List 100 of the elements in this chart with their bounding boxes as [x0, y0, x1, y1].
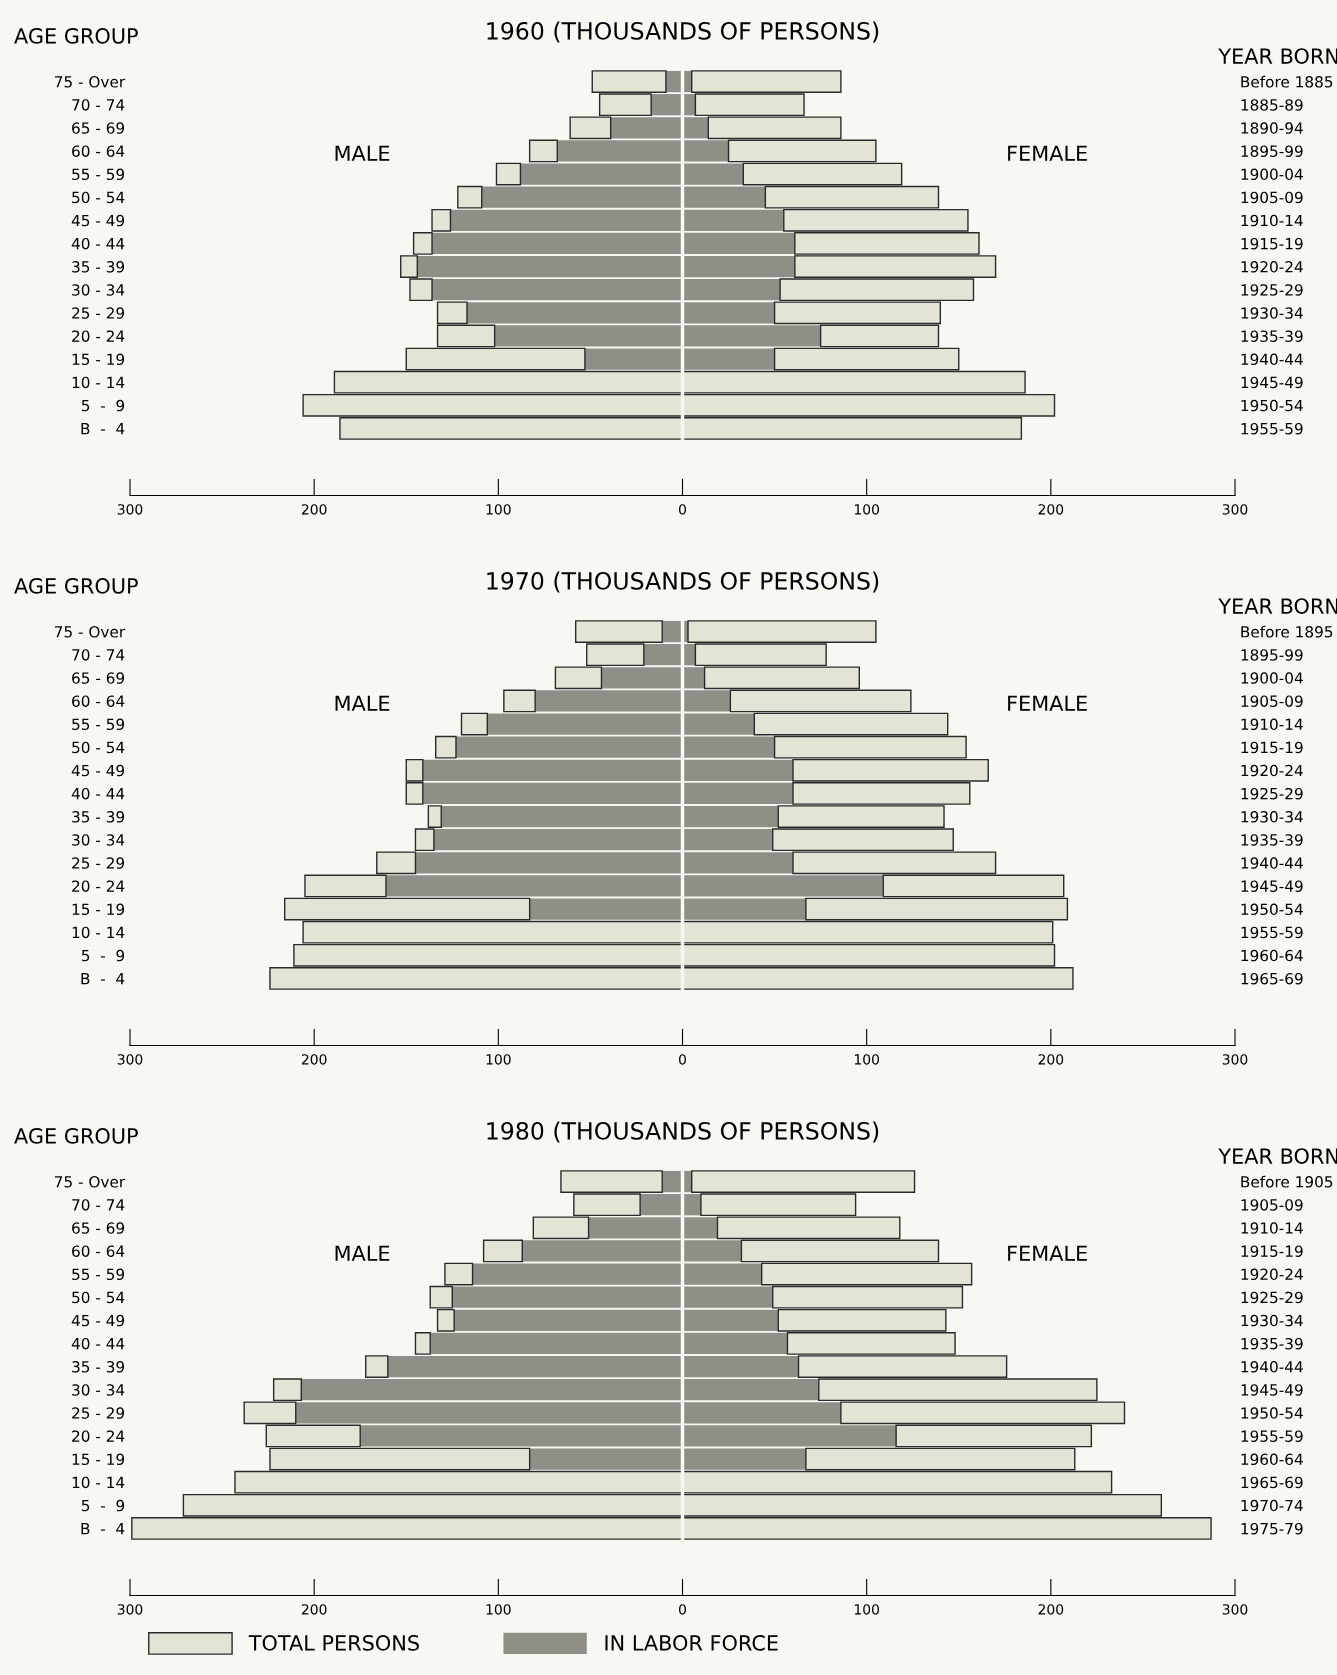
y2-tick-label: 1960-64: [1241, 949, 1303, 962]
y2-tick-label: 1910-14: [1241, 1222, 1303, 1234]
y-tick-label: 25 - 29: [72, 857, 125, 869]
annotation: FEMALE: [1008, 145, 1087, 161]
y2-axis-title: YEAR BORN: [1218, 598, 1337, 614]
y2-tick-label: 1965-69: [1241, 972, 1303, 985]
y2-tick-label: 1905-09: [1241, 1199, 1303, 1211]
y-tick-label: 70 - 74: [72, 1199, 125, 1211]
y-tick-label: 25 - 29: [72, 307, 125, 319]
y-tick-label: 20 - 24: [72, 1430, 125, 1442]
y2-tick-label: 1930-34: [1241, 1314, 1303, 1327]
y-tick-label: 10 - 14: [72, 1476, 125, 1489]
y-tick-label: 45 - 49: [71, 764, 125, 777]
y-tick-label: 45 - 49: [71, 1314, 125, 1327]
chart-title: 1970 (THOUSANDS OF PERSONS): [487, 571, 879, 593]
y-tick-label: 55 - 59: [72, 1268, 125, 1281]
y-tick-label: 45 - 49: [71, 214, 125, 227]
y2-tick-label: 1955-59: [1241, 926, 1303, 939]
y2-tick-label: 1975-79: [1241, 1522, 1303, 1535]
x-tick-label: 200: [1038, 1054, 1064, 1065]
annotation: MALE: [335, 1245, 390, 1261]
y-tick-label: 55 - 59: [72, 718, 125, 731]
y2-tick-label: 1970-74: [1241, 1499, 1303, 1512]
y-tick-label: 10 - 14: [72, 376, 125, 389]
y2-tick-label: Before 1885: [1241, 75, 1333, 88]
legend-label: IN LABOR FORCE: [605, 1635, 778, 1651]
y-tick-label: 25 - 29: [72, 1407, 125, 1419]
y-tick-label: 60 - 64: [72, 695, 125, 707]
y-axis-title: AGE GROUP: [14, 1128, 138, 1144]
y2-tick-label: 1965-69: [1241, 1476, 1303, 1489]
x-tick-label: 100: [854, 1604, 879, 1615]
x-tick-label: 0: [679, 504, 686, 515]
y2-tick-label: 1920-24: [1241, 1268, 1303, 1281]
x-tick-label: 100: [486, 504, 511, 515]
y2-tick-label: 1940-44: [1241, 353, 1303, 366]
y-tick-label: 20 - 24: [72, 880, 125, 892]
x-tick-label: 200: [301, 504, 327, 515]
y-tick-label: 20 - 24: [72, 330, 125, 342]
y2-tick-label: 1915-19: [1241, 741, 1303, 754]
x-tick-label: 300: [1222, 504, 1248, 515]
y2-tick-label: 1960-64: [1241, 1453, 1303, 1466]
y2-tick-label: 1925-29: [1241, 787, 1303, 800]
y-tick-label: 15 - 19: [72, 903, 125, 916]
y2-tick-label: 1905-09: [1241, 695, 1303, 707]
x-tick-label: 100: [486, 1604, 511, 1615]
y2-tick-label: 1890-94: [1241, 122, 1303, 134]
x-tick-label: 200: [1038, 1604, 1064, 1615]
y-tick-label: 50 - 54: [72, 741, 125, 754]
x-tick-label: 300: [117, 1604, 143, 1615]
annotation: FEMALE: [1008, 695, 1087, 711]
y-tick-label: 35 - 39: [72, 811, 125, 823]
y2-tick-label: 1935-39: [1241, 330, 1303, 342]
y2-tick-label: 1940-44: [1241, 857, 1303, 869]
y-tick-label: 65 - 69: [72, 1222, 125, 1234]
annotation: MALE: [335, 145, 390, 161]
y-tick-label: B - 4: [81, 423, 125, 435]
y-tick-label: 15 - 19: [72, 353, 125, 366]
y2-tick-label: 1935-39: [1241, 1337, 1303, 1350]
legend-label: TOTAL PERSONS: [248, 1635, 419, 1651]
y-axis-title: AGE GROUP: [14, 578, 138, 594]
y-tick-label: B - 4: [81, 1523, 125, 1535]
x-tick-label: 0: [679, 1054, 686, 1065]
y-tick-label: 75 - Over: [54, 626, 126, 638]
y2-tick-label: 1930-34: [1241, 307, 1303, 319]
annotation: FEMALE: [1008, 1245, 1087, 1261]
y2-tick-label: 1935-39: [1241, 834, 1303, 846]
y2-axis-title: YEAR BORN: [1218, 48, 1337, 64]
y-tick-label: 15 - 19: [72, 1453, 125, 1466]
y2-tick-label: 1945-49: [1241, 880, 1303, 892]
x-tick-label: 300: [1222, 1604, 1248, 1615]
y2-tick-label: 1945-49: [1241, 376, 1303, 389]
y-tick-label: 70 - 74: [72, 649, 125, 661]
y2-tick-label: 1925-29: [1241, 284, 1303, 296]
y-tick-label: 30 - 34: [72, 834, 125, 846]
y2-tick-label: 1930-34: [1241, 811, 1303, 823]
y2-tick-label: 1885-89: [1241, 99, 1303, 111]
y-tick-label: 35 - 39: [72, 1361, 125, 1373]
y-tick-label: 40 - 44: [71, 1337, 125, 1350]
y2-tick-label: 1925-29: [1241, 1291, 1303, 1304]
y-tick-label: 50 - 54: [72, 191, 125, 204]
x-tick-label: 300: [1222, 1054, 1248, 1065]
y2-tick-label: 1950-54: [1241, 903, 1303, 916]
chart-title: 1960 (THOUSANDS OF PERSONS): [487, 21, 879, 43]
y-tick-label: 65 - 69: [72, 122, 125, 134]
y2-tick-label: 1905-09: [1241, 191, 1303, 204]
x-tick-label: 0: [679, 1604, 686, 1615]
y2-axis-title: YEAR BORN: [1218, 1148, 1337, 1164]
y2-tick-label: 1895-99: [1241, 145, 1303, 157]
y-tick-label: B - 4: [81, 973, 125, 985]
y-tick-label: 30 - 34: [72, 284, 125, 296]
x-tick-label: 200: [301, 1604, 327, 1615]
y2-tick-label: 1940-44: [1241, 1361, 1303, 1373]
y-axis-title: AGE GROUP: [14, 28, 138, 44]
x-tick-label: 300: [117, 504, 143, 515]
x-tick-label: 100: [854, 504, 879, 515]
y-tick-label: 70 - 74: [72, 99, 125, 111]
y2-tick-label: 1955-59: [1241, 422, 1303, 435]
y-tick-label: 5 - 9: [81, 1499, 125, 1512]
y-tick-label: 5 - 9: [81, 949, 125, 962]
y-tick-label: 30 - 34: [72, 1384, 125, 1396]
